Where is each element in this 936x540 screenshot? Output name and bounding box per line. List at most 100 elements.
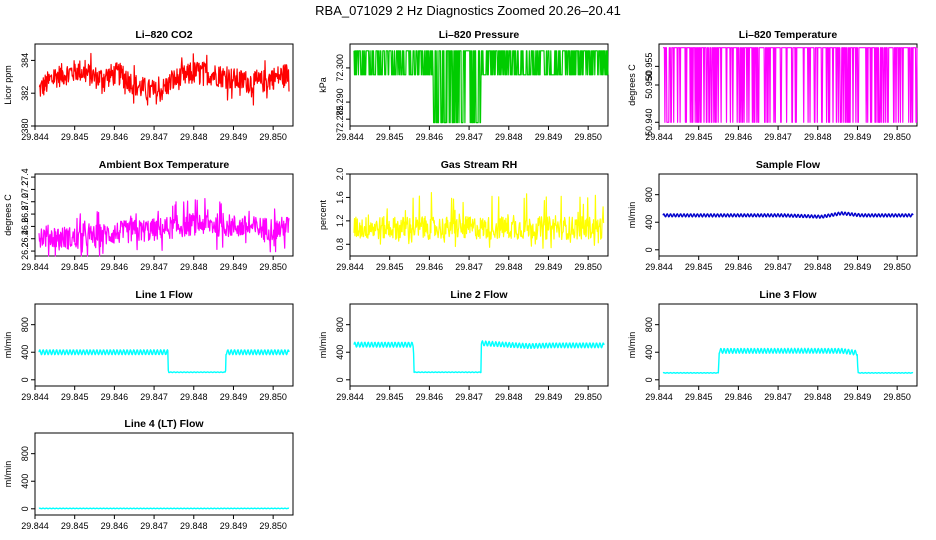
x-tick-label: 29.844 — [336, 132, 364, 142]
x-tick-label: 29.845 — [61, 132, 89, 142]
y-tick-label: 382 — [20, 86, 30, 101]
x-tick-label: 29.848 — [180, 132, 208, 142]
y-tick-label: 800 — [20, 317, 30, 332]
x-tick-label: 29.845 — [685, 132, 713, 142]
x-tick-label: 29.849 — [220, 132, 248, 142]
series-line — [38, 349, 290, 374]
y-tick-label: 1.2 — [335, 215, 345, 228]
x-tick-label: 29.845 — [376, 262, 404, 272]
y-tick-label: 0 — [644, 377, 654, 382]
plot-frame — [658, 303, 918, 387]
x-tick-label: 29.849 — [844, 132, 872, 142]
x-tick-label: 29.849 — [535, 392, 563, 402]
y-axis-label: percent — [318, 199, 328, 230]
x-tick-label: 29.846 — [101, 262, 129, 272]
x-tick-label: 29.846 — [101, 132, 129, 142]
panel-title: Li–820 CO2 — [135, 29, 192, 41]
x-tick-label: 29.845 — [376, 132, 404, 142]
panel-title: Line 4 (LT) Flow — [124, 418, 204, 430]
panel-title: Li–820 Temperature — [739, 29, 838, 41]
plot-frame — [349, 173, 609, 257]
panel-title: Gas Stream RH — [441, 159, 517, 171]
series-line — [353, 340, 605, 374]
x-tick-label: 29.844 — [645, 392, 673, 402]
x-tick-label: 29.849 — [220, 521, 248, 531]
plot-frame — [34, 303, 294, 387]
x-tick-label: 29.845 — [61, 392, 89, 402]
x-tick-label: 29.849 — [220, 262, 248, 272]
y-tick-label: 400 — [20, 474, 30, 489]
y-tick-label: 50.950 — [644, 71, 654, 99]
y-axis-label: kPa — [318, 77, 328, 93]
x-tick-label: 29.850 — [883, 392, 911, 402]
series-line — [353, 192, 605, 249]
plot-frame — [349, 303, 609, 387]
x-tick-label: 29.849 — [844, 262, 872, 272]
panel-title: Line 3 Flow — [759, 289, 817, 301]
y-tick-label: 400 — [644, 215, 654, 230]
panel-2: Li–820 Pressure 29.844 29.845 29.846 29.847 2… — [318, 29, 609, 142]
x-tick-label: 29.847 — [140, 392, 168, 402]
y-axis-label: ml/min — [3, 461, 13, 488]
x-tick-label: 29.847 — [455, 262, 483, 272]
y-tick-label: 1.6 — [335, 191, 345, 204]
y-tick-label: 0 — [20, 506, 30, 511]
x-tick-label: 29.849 — [535, 262, 563, 272]
y-tick-label: 400 — [20, 345, 30, 360]
y-axis-label: ml/min — [318, 332, 328, 359]
x-tick-label: 29.847 — [764, 392, 792, 402]
series-line — [38, 198, 290, 257]
plot-frame — [34, 432, 294, 516]
x-tick-label: 29.850 — [574, 392, 602, 402]
x-tick-label: 29.849 — [535, 132, 563, 142]
y-tick-label: 380 — [20, 118, 30, 133]
panel-4: Ambient Box Temperature 29.844 29.845 29.84… — [3, 159, 294, 272]
x-tick-label: 29.846 — [725, 392, 753, 402]
x-tick-label: 29.847 — [140, 262, 168, 272]
x-tick-label: 29.848 — [495, 262, 523, 272]
y-tick-label: 27.4 — [20, 168, 30, 186]
x-tick-label: 29.850 — [883, 262, 911, 272]
y-tick-label: 0 — [335, 377, 345, 382]
x-tick-label: 29.844 — [336, 262, 364, 272]
x-tick-label: 29.847 — [140, 132, 168, 142]
series-line — [662, 211, 914, 219]
panel-6: Sample Flow 29.844 29.845 29.846 29.847 29.84… — [627, 159, 918, 272]
panel-9: Line 3 Flow 29.844 29.845 29.846 29.847 29.84… — [627, 289, 918, 402]
panel-title: Li–820 Pressure — [439, 29, 520, 41]
y-axis-label: ml/min — [627, 332, 637, 359]
x-tick-label: 29.848 — [804, 262, 832, 272]
x-tick-label: 29.845 — [61, 262, 89, 272]
series-line — [38, 507, 290, 510]
x-tick-label: 29.849 — [220, 392, 248, 402]
panel-title: Ambient Box Temperature — [99, 159, 230, 171]
panel-7: Line 1 Flow 29.844 29.845 29.846 29.847 29.84… — [3, 289, 294, 402]
y-tick-label: 26.4 — [20, 230, 30, 248]
y-tick-label: 0 — [644, 247, 654, 252]
series-line — [38, 52, 290, 106]
x-tick-label: 29.850 — [259, 262, 287, 272]
series-line — [662, 347, 914, 374]
panel-10: Line 4 (LT) Flow 29.844 29.845 29.846 29.847… — [3, 418, 294, 531]
x-tick-label: 29.848 — [495, 392, 523, 402]
figure-title: RBA_071029 2 Hz Diagnostics Zoomed 20.26… — [315, 3, 621, 18]
x-tick-label: 29.846 — [725, 262, 753, 272]
x-tick-label: 29.850 — [259, 132, 287, 142]
plot-frame — [34, 43, 294, 127]
plot-frame — [34, 173, 294, 257]
y-tick-label: 72.290 — [335, 88, 345, 116]
x-tick-label: 29.850 — [259, 521, 287, 531]
y-tick-label: 0.8 — [335, 238, 345, 251]
panel-5: Gas Stream RH 29.844 29.845 29.846 29.847 29.… — [318, 159, 609, 272]
series-line — [662, 47, 918, 123]
x-tick-label: 29.846 — [416, 132, 444, 142]
panel-8: Line 2 Flow 29.844 29.845 29.846 29.847 29.84… — [318, 289, 609, 402]
x-tick-label: 29.848 — [180, 392, 208, 402]
x-tick-label: 29.847 — [455, 132, 483, 142]
y-tick-label: 72.285 — [335, 105, 345, 133]
x-tick-label: 29.850 — [574, 262, 602, 272]
y-tick-label: 27.0 — [20, 193, 30, 211]
x-tick-label: 29.850 — [259, 392, 287, 402]
x-tick-label: 29.850 — [883, 132, 911, 142]
